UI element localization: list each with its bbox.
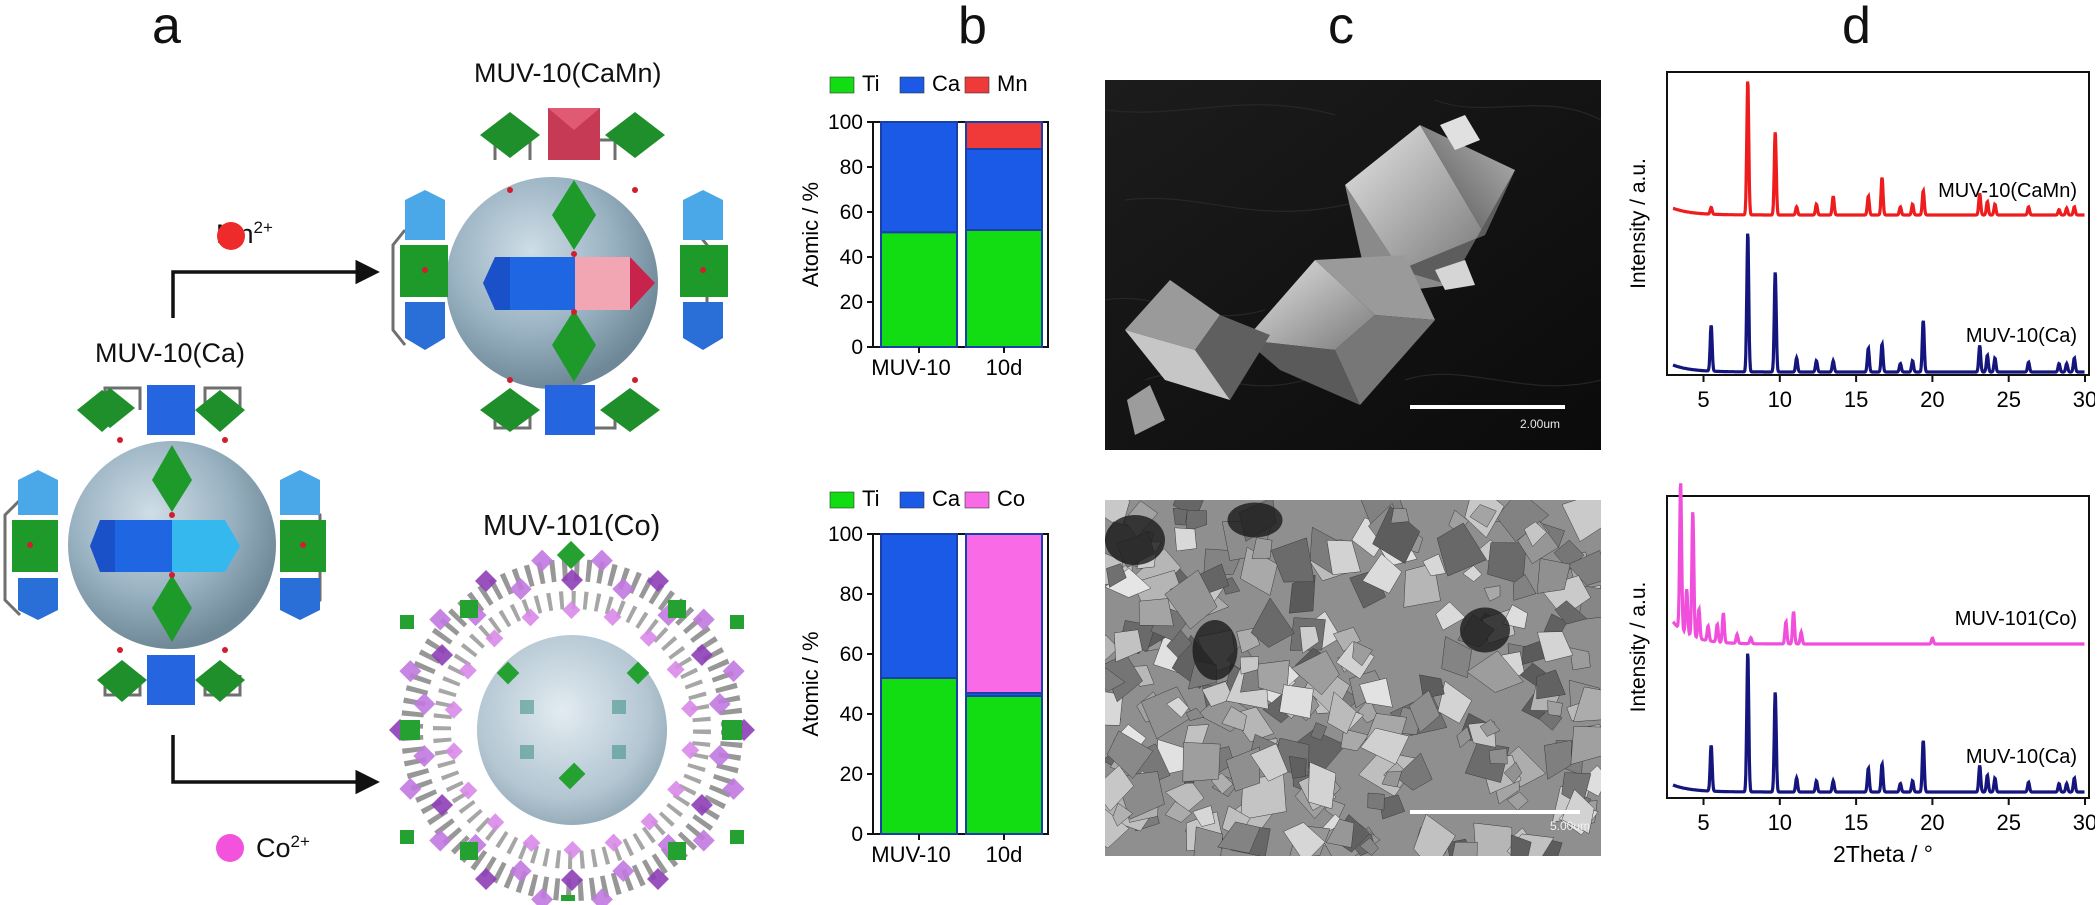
panel-letter-a: a	[152, 0, 181, 55]
y-tick-label: 80	[840, 583, 863, 606]
sem-crystals-bottom: 5.00um	[1105, 500, 1601, 856]
legend-label-co: Co	[997, 486, 1025, 511]
x-tick-label: 5	[1697, 810, 1709, 835]
co-ion-dot	[216, 834, 244, 862]
x-tick-label: 20	[1920, 810, 1944, 835]
bar-10d-co	[965, 533, 1043, 694]
sem-image-bottom: 5.00um	[1105, 500, 1601, 856]
y-tick-label: 0	[851, 823, 863, 846]
y-tick-label: 60	[840, 643, 863, 666]
scale-bar-bottom	[1410, 810, 1580, 814]
bar-10d-ca	[965, 148, 1043, 231]
muv10-ca-structure	[3, 385, 326, 705]
plot-frame	[872, 121, 1049, 348]
mn-ion-dot	[217, 222, 245, 250]
bar-muv-10-ca	[880, 121, 958, 234]
scale-bar-top	[1410, 405, 1565, 409]
y-tick-label: 100	[828, 111, 863, 134]
legend-label-ca: Ca	[932, 71, 961, 96]
bar-muv-10-ca	[880, 533, 958, 679]
plot-frame	[872, 533, 1049, 835]
legend-swatch-ti	[829, 76, 855, 94]
bar-chart-camn: Ti Ca Mn 0 20 40 60 80 100 Atomic / % MUV-10 10d	[798, 71, 1049, 380]
x-tick-label: 30	[2073, 387, 2095, 412]
xrd-series-label: MUV-10(Ca)	[1966, 325, 2077, 347]
x-axis-label: 2Theta / °	[1833, 841, 1933, 867]
panel-letter-d: d	[1842, 0, 1871, 55]
y-axis-label: Atomic / %	[798, 182, 823, 287]
panel-a-structures	[3, 108, 755, 905]
legend-swatch-mn	[964, 76, 990, 94]
y-tick-label: 60	[840, 201, 863, 224]
label-muv10-ca: MUV-10(Ca)	[95, 338, 246, 368]
x-tick-label: 15	[1844, 810, 1868, 835]
x-tick-label: 25	[1996, 387, 2020, 412]
panel-letter-c: c	[1328, 0, 1354, 55]
muv10-camn-structure	[391, 108, 728, 435]
x-tick-label: 20	[1920, 387, 1944, 412]
x-tick-label-muv-10: MUV-10	[871, 355, 950, 380]
bar-10d-ti	[965, 695, 1043, 835]
ion-co-label: Co2+	[256, 832, 310, 863]
x-tick-label: 5	[1697, 387, 1709, 412]
x-tick-label: 25	[1996, 810, 2020, 835]
bar-muv-10-ti	[880, 677, 958, 835]
xrd-trace-muv-10ca	[1672, 653, 2085, 794]
panel-letter-b: b	[958, 0, 987, 55]
bar-muv-10-ti	[880, 231, 958, 348]
x-tick-label: 10	[1768, 387, 1792, 412]
xrd-series-label: MUV-10(CaMn)	[1938, 180, 2077, 202]
y-tick-label: 40	[840, 246, 863, 269]
legend-swatch-ca	[899, 491, 925, 509]
legend-label-ti: Ti	[862, 486, 880, 511]
sem-image-top: 2.00um	[1105, 80, 1601, 450]
label-muv101-co: MUV-101(Co)	[483, 510, 661, 542]
xrd-series-label: MUV-101(Co)	[1955, 608, 2077, 630]
x-axis-label: 2Theta / °	[1833, 418, 1933, 420]
sem-crystal-texture	[1105, 500, 1601, 856]
bar-chart-co: Ti Ca Co 0 20 40 60 80 100 Atomic / % MUV-10 10d	[798, 486, 1049, 867]
xrd-frame	[1666, 71, 2090, 376]
xrd-chart-camn: 5 10 15 20 25 30 2Theta / ° Intensity / a.u. MUV…	[1627, 71, 2095, 420]
bar-10d-mn	[965, 121, 1043, 150]
x-tick-label: 10	[1768, 810, 1792, 835]
scale-label-top: 2.00um	[1520, 417, 1560, 431]
legend-swatch-ti	[829, 491, 855, 509]
bar-10d-ti	[965, 229, 1043, 348]
x-tick-label: 30	[2073, 810, 2095, 835]
legend-swatch-co	[964, 491, 990, 509]
y-axis-label: Intensity / a.u.	[1627, 158, 1650, 289]
x-tick-label-muv-10: MUV-10	[871, 842, 950, 867]
y-tick-label: 100	[828, 523, 863, 546]
y-tick-label: 20	[840, 291, 863, 314]
y-axis-label: Intensity / a.u.	[1627, 582, 1650, 713]
y-tick-label: 40	[840, 703, 863, 726]
xrd-frame	[1666, 495, 2090, 799]
y-tick-label: 20	[840, 763, 863, 786]
x-tick-label-10d: 10d	[986, 842, 1023, 867]
legend-label-ti: Ti	[862, 71, 880, 96]
label-muv10-camn: MUV-10(CaMn)	[474, 58, 662, 88]
y-axis-label: Atomic / %	[798, 631, 823, 736]
x-tick-label-10d: 10d	[986, 355, 1023, 380]
xrd-trace-muv-10camn	[1672, 81, 2085, 217]
arrow-to-co	[171, 735, 380, 795]
scale-label-bottom: 5.00um	[1550, 819, 1590, 833]
y-tick-label: 0	[851, 336, 863, 359]
arrow-to-camn	[171, 259, 380, 318]
xrd-trace-muv-101co	[1671, 483, 2085, 646]
xrd-series-label: MUV-10(Ca)	[1966, 746, 2077, 768]
legend-swatch-ca	[899, 76, 925, 94]
xrd-chart-co: 5 10 15 20 25 30 2Theta / ° Intensity / a.u. MUV…	[1627, 483, 2095, 867]
muv101-co-structure	[389, 540, 755, 905]
legend-label-ca: Ca	[932, 486, 961, 511]
y-tick-label: 80	[840, 156, 863, 179]
x-tick-label: 15	[1844, 387, 1868, 412]
sem-crystals-top: 2.00um	[1105, 80, 1601, 450]
legend-label-mn: Mn	[997, 71, 1028, 96]
xrd-trace-muv-10ca	[1672, 233, 2085, 374]
